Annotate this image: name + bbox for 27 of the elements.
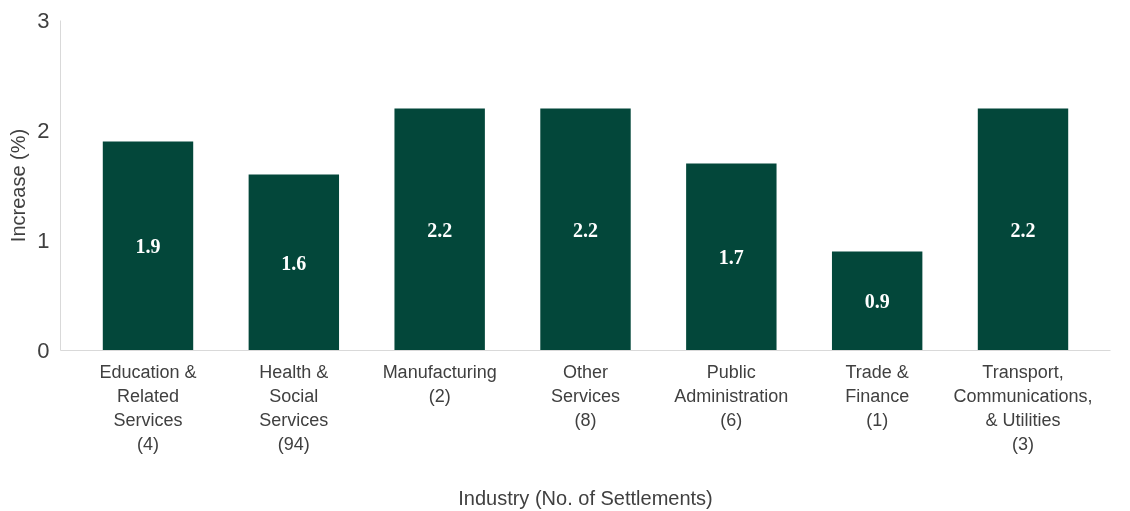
x-tick-label: Education & Related Services (4) <box>99 361 197 454</box>
y-tick-label: 2 <box>37 118 50 143</box>
data-label: 2.2 <box>427 218 453 241</box>
bar <box>831 251 923 351</box>
bar <box>540 108 631 351</box>
bar <box>394 108 485 351</box>
y-tick-label: 1 <box>37 228 50 253</box>
data-label: 1.9 <box>135 235 161 257</box>
x-tick-label: Transport, Communications, & Utilities (3) <box>953 361 1093 454</box>
x-tick-label: Other Services (8) <box>550 361 621 430</box>
bar <box>102 141 194 351</box>
bar <box>686 163 777 351</box>
x-tick-label: Health & Social Services (94) <box>259 361 329 454</box>
data-label: 2.2 <box>573 218 598 241</box>
bar <box>977 108 1069 351</box>
data-label: 0.9 <box>864 290 890 312</box>
y-axis-title: Increase (%) <box>7 128 30 243</box>
data-label: 1.7 <box>718 246 744 268</box>
x-tick-label: Manufacturing (2) <box>382 361 497 406</box>
y-tick-label: 3 <box>37 8 50 33</box>
data-label: 1.6 <box>281 251 307 274</box>
x-tick-label: Trade & Finance (1) <box>845 361 910 430</box>
y-tick-label: 0 <box>37 338 50 363</box>
x-axis-title: Industry (No. of Settlements) <box>458 486 713 509</box>
x-tick-label: Public Administration (6) <box>674 361 789 430</box>
bar <box>248 174 340 351</box>
data-label: 2.2 <box>1010 218 1036 241</box>
